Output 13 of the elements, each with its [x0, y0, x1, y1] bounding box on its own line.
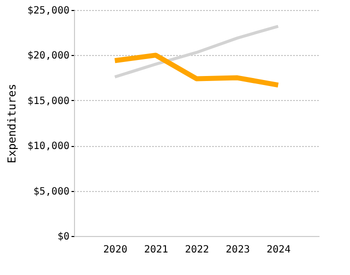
line-series: [113, 24, 280, 78]
y-tick-label: $15,000: [27, 96, 70, 107]
x-tick-label: 2020: [103, 244, 128, 256]
x-tick-label: 2023: [226, 244, 250, 256]
x-tick-label: 2024: [266, 244, 291, 256]
y-tick-label: $20,000: [27, 50, 70, 62]
y-tick-label: $0: [57, 232, 70, 242]
x-tick-label: 2021: [144, 244, 168, 256]
y-tick-label: $25,000: [27, 6, 70, 16]
x-tick-label: 2022: [184, 244, 210, 256]
y-axis-title: Expenditures: [5, 84, 18, 164]
y-tick-label: $10,000: [27, 141, 70, 152]
y-tick-label: $5,000: [33, 186, 70, 198]
